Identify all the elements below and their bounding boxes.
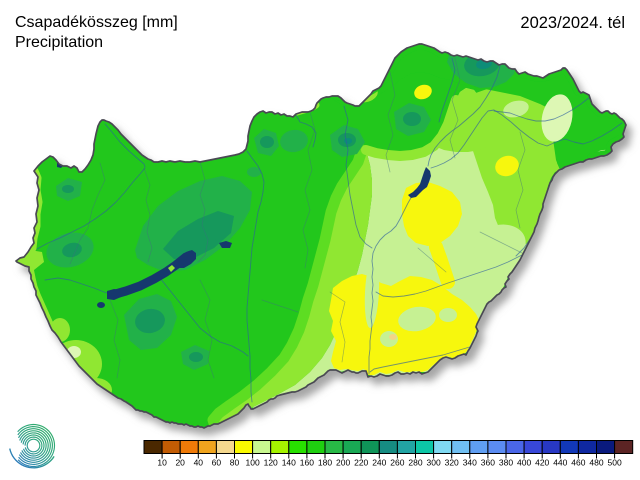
svg-text:180: 180 <box>318 458 332 468</box>
svg-text:460: 460 <box>571 458 585 468</box>
svg-text:10: 10 <box>157 458 167 468</box>
svg-text:480: 480 <box>589 458 603 468</box>
svg-text:440: 440 <box>553 458 567 468</box>
svg-text:300: 300 <box>427 458 441 468</box>
svg-text:60: 60 <box>212 458 222 468</box>
svg-text:360: 360 <box>481 458 495 468</box>
svg-text:380: 380 <box>499 458 513 468</box>
svg-text:Csapadékösszeg [mm]: Csapadékösszeg [mm] <box>15 14 178 31</box>
svg-text:420: 420 <box>535 458 549 468</box>
svg-text:100: 100 <box>246 458 260 468</box>
svg-text:160: 160 <box>300 458 314 468</box>
svg-text:220: 220 <box>354 458 368 468</box>
svg-text:40: 40 <box>194 458 204 468</box>
svg-text:200: 200 <box>336 458 350 468</box>
svg-text:260: 260 <box>390 458 404 468</box>
svg-text:2023/2024. tél: 2023/2024. tél <box>520 14 625 32</box>
svg-text:80: 80 <box>230 458 240 468</box>
svg-text:500: 500 <box>608 458 622 468</box>
svg-text:400: 400 <box>517 458 531 468</box>
svg-text:240: 240 <box>372 458 386 468</box>
svg-text:140: 140 <box>282 458 296 468</box>
svg-text:340: 340 <box>463 458 477 468</box>
svg-text:20: 20 <box>175 458 185 468</box>
svg-text:Precipitation: Precipitation <box>15 34 103 51</box>
svg-text:120: 120 <box>264 458 278 468</box>
svg-text:280: 280 <box>408 458 422 468</box>
svg-text:320: 320 <box>445 458 459 468</box>
